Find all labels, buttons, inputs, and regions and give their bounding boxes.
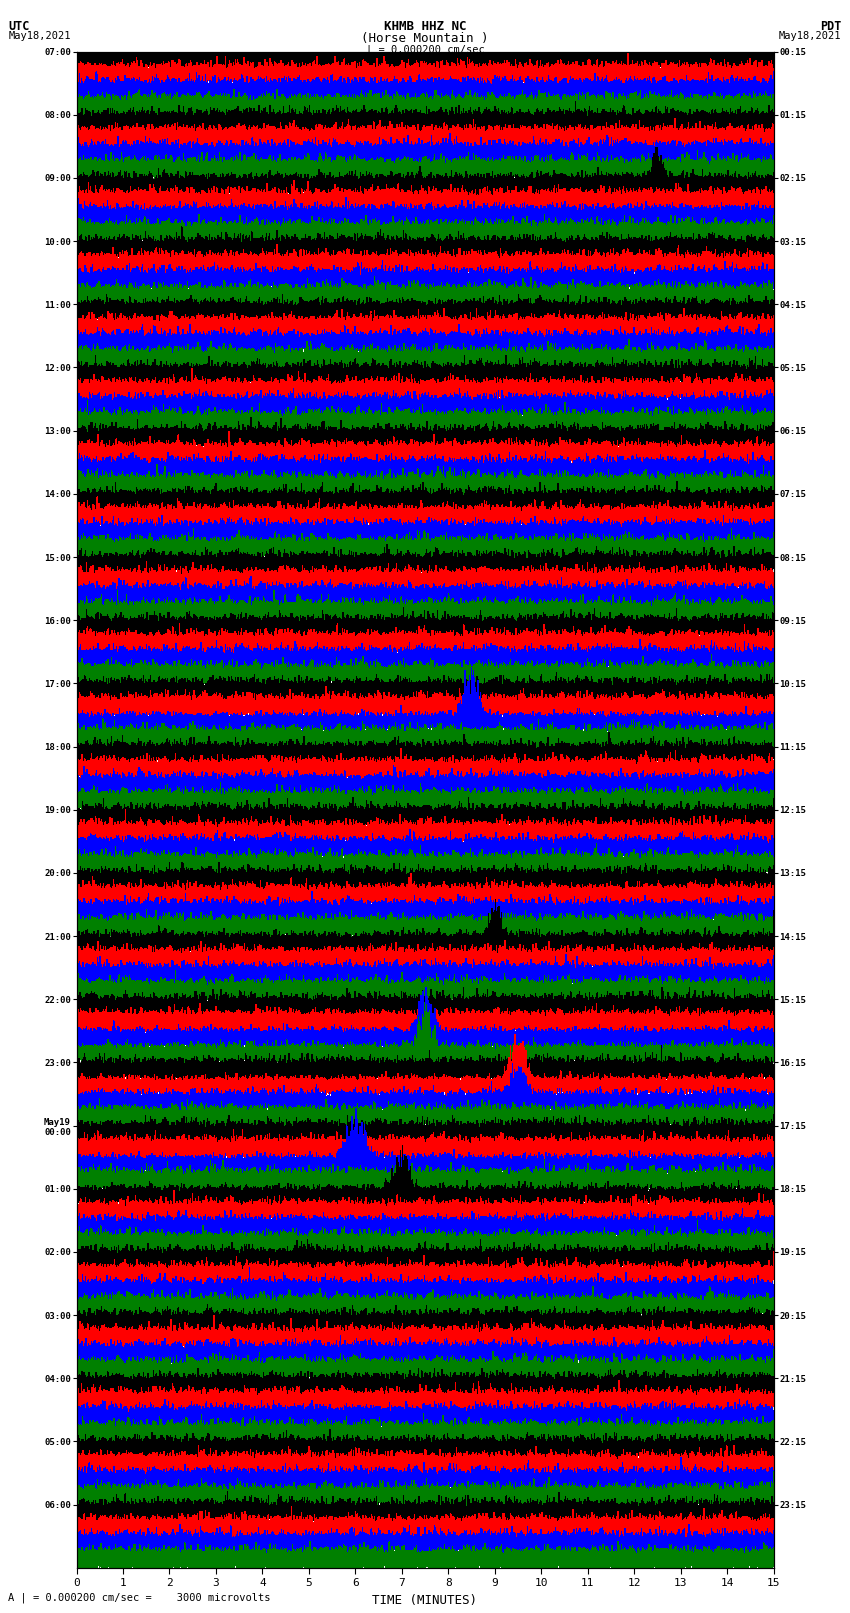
Text: May18,2021: May18,2021	[8, 31, 71, 42]
Text: KHMB HHZ NC: KHMB HHZ NC	[383, 19, 467, 34]
X-axis label: TIME (MINUTES): TIME (MINUTES)	[372, 1594, 478, 1607]
Text: PDT: PDT	[820, 19, 842, 34]
Text: | = 0.000200 cm/sec: | = 0.000200 cm/sec	[366, 44, 484, 55]
Text: (Horse Mountain ): (Horse Mountain )	[361, 32, 489, 45]
Text: UTC: UTC	[8, 19, 30, 34]
Text: May18,2021: May18,2021	[779, 31, 842, 42]
Text: A | = 0.000200 cm/sec =    3000 microvolts: A | = 0.000200 cm/sec = 3000 microvolts	[8, 1592, 271, 1603]
